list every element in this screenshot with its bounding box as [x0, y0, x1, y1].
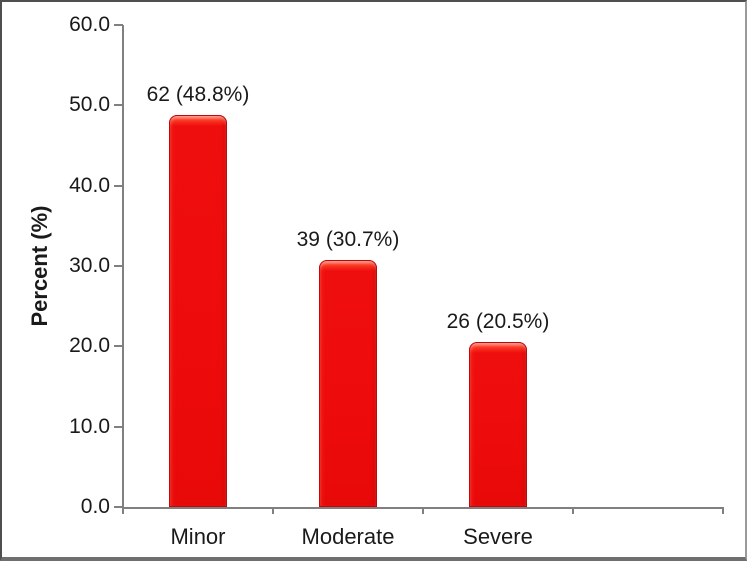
y-axis-tick-label: 50.0	[69, 93, 110, 117]
x-axis-tick	[722, 507, 724, 514]
category-label: Moderate	[301, 524, 395, 549]
y-axis-tick-label: 30.0	[69, 254, 110, 277]
y-axis-tick	[114, 104, 123, 107]
y-axis-tick-label: 0.0	[80, 495, 110, 518]
bar-data-label: 62 (48.8%)	[146, 82, 250, 106]
y-axis-tick	[114, 506, 123, 508]
y-axis-tick	[114, 24, 123, 26]
x-axis-tick	[122, 507, 124, 514]
category-label: Minor	[170, 524, 226, 549]
y-axis-line	[122, 25, 124, 507]
y-axis-tick-label: 20.0	[69, 334, 110, 358]
x-axis-tick	[272, 507, 274, 514]
bar-moderate	[319, 260, 377, 507]
y-axis-tick-label: 10.0	[69, 414, 110, 438]
x-axis-line	[122, 507, 723, 509]
bar-data-label: 26 (20.5%)	[446, 310, 550, 334]
y-axis-tick	[114, 345, 123, 348]
y-axis-tick-label: 40.0	[69, 173, 110, 197]
category-label: Severe	[463, 524, 533, 549]
y-axis-tick	[114, 425, 123, 428]
bar-severe	[469, 342, 527, 507]
bar-data-label: 39 (30.7%)	[296, 228, 400, 252]
y-axis-tick-label: 60.0	[69, 13, 110, 36]
y-axis-tick	[114, 184, 123, 187]
bar-minor	[169, 114, 227, 507]
x-axis-tick	[422, 507, 424, 514]
y-axis-tick	[114, 265, 123, 267]
x-axis-tick	[572, 507, 574, 514]
